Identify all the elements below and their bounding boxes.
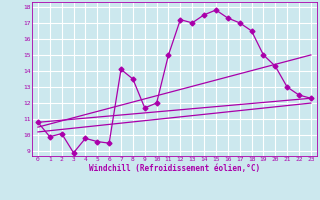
- X-axis label: Windchill (Refroidissement éolien,°C): Windchill (Refroidissement éolien,°C): [89, 164, 260, 173]
